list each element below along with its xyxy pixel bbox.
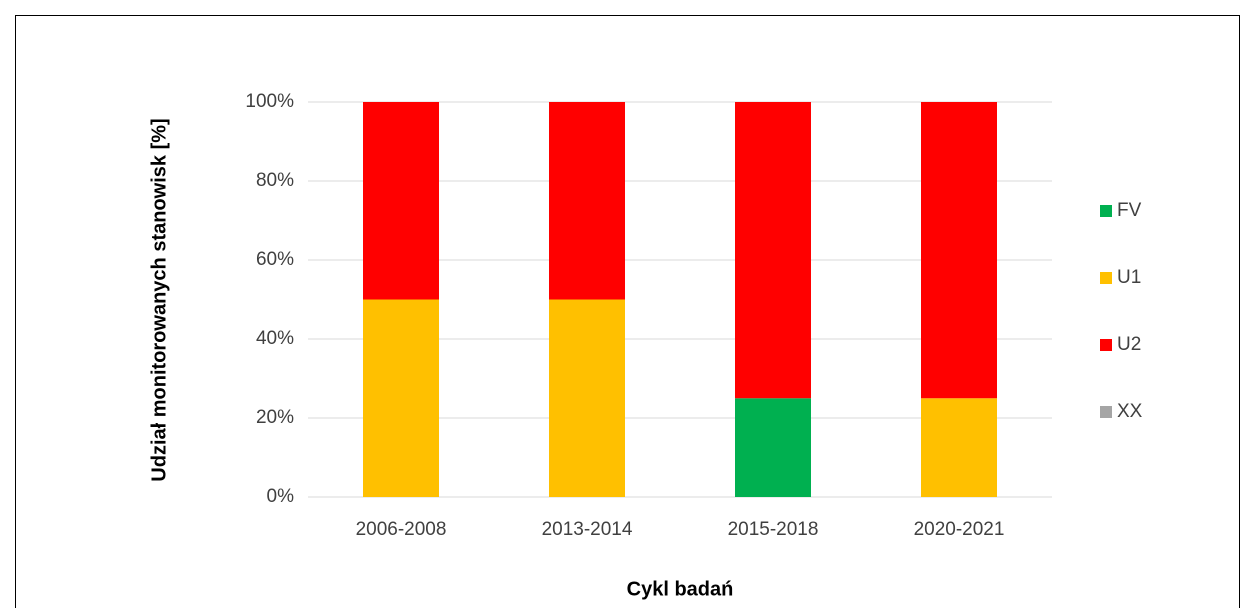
bar-segment <box>549 102 625 300</box>
x-tick-label: 2006-2008 <box>356 519 447 540</box>
legend-label: XX <box>1117 401 1143 422</box>
legend-swatch <box>1100 272 1112 284</box>
bar-segment <box>735 102 811 399</box>
y-tick-label: 0% <box>267 486 295 507</box>
legend-label: FV <box>1117 200 1142 221</box>
y-tick-label: 100% <box>245 91 294 112</box>
bar-segment <box>921 398 997 497</box>
legend-swatch <box>1100 339 1112 351</box>
y-tick-label: 80% <box>256 170 294 191</box>
x-tick-label: 2013-2014 <box>542 519 633 540</box>
chart-frame <box>15 15 1240 608</box>
y-axis-label: Udział monitorowanych stanowisk [%] <box>148 118 170 481</box>
legend-label: U2 <box>1117 334 1141 355</box>
y-tick-label: 60% <box>256 249 294 270</box>
x-tick-label: 2015-2018 <box>728 519 819 540</box>
y-tick-label: 20% <box>256 407 294 428</box>
y-tick-label: 40% <box>256 328 294 349</box>
bar-segment <box>921 102 997 399</box>
bar-segment <box>735 398 811 497</box>
x-axis-label: Cykl badań <box>627 578 734 600</box>
bar-segment <box>363 102 439 300</box>
bar-segment <box>549 299 625 497</box>
legend-label: U1 <box>1117 267 1141 288</box>
bar-segment <box>363 299 439 497</box>
legend-swatch <box>1100 205 1112 217</box>
legend-swatch <box>1100 406 1112 418</box>
x-tick-label: 2020-2021 <box>914 519 1005 540</box>
